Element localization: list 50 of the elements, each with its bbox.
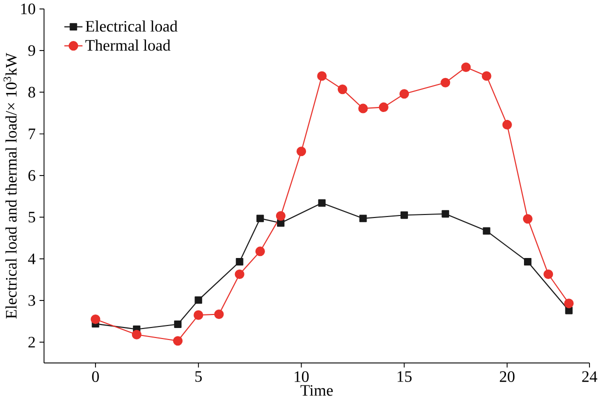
point: [236, 258, 244, 266]
point: [358, 104, 368, 114]
point: [440, 78, 450, 88]
point: [132, 330, 142, 340]
point: [318, 199, 326, 207]
point: [399, 88, 410, 99]
point: [194, 310, 204, 320]
x-tick-label: 15: [398, 371, 412, 382]
y-tick-label: 9: [28, 45, 36, 56]
x-tick-label: 5: [195, 371, 202, 382]
x-tick-label: 20: [500, 371, 515, 382]
x-tick-label: 10: [294, 371, 309, 382]
y-tick-label: 3: [28, 294, 36, 306]
point: [338, 84, 348, 94]
point: [524, 258, 532, 266]
point: [564, 298, 574, 308]
y-tick-label: 10: [21, 3, 36, 14]
point: [378, 102, 388, 112]
x-tick-label: 0: [92, 371, 99, 382]
y-tick-label: 6: [28, 170, 36, 181]
point: [256, 214, 264, 222]
point: [400, 211, 408, 219]
y-tick-label: 5: [28, 212, 36, 222]
point: [502, 120, 512, 130]
point: [174, 320, 182, 328]
legend-label: Thermal load: [85, 39, 170, 51]
y-tick-label: 8: [28, 86, 36, 98]
y-tick-label: 2: [28, 336, 35, 348]
point: [461, 62, 471, 72]
y-tick-label: 7: [28, 128, 36, 139]
point: [482, 71, 492, 81]
point: [234, 269, 244, 279]
point: [522, 214, 533, 224]
point: [255, 246, 265, 256]
y-tick-label: 4: [28, 253, 36, 264]
point: [317, 71, 327, 81]
point: [214, 309, 224, 319]
point: [482, 227, 490, 234]
point: [90, 314, 100, 324]
point: [276, 210, 286, 221]
x-tick-label: 24: [582, 371, 598, 382]
y-axis-title: Electrical load and thermal load/× 10$^{3}$kW: [4, 52, 17, 318]
legend-label: Electrical load: [86, 20, 178, 32]
point: [296, 146, 306, 156]
point: [544, 269, 554, 279]
point: [442, 210, 450, 218]
point: [173, 336, 183, 346]
x-axis-title: Time: [300, 384, 333, 396]
point: [194, 296, 202, 304]
point: [359, 214, 367, 222]
